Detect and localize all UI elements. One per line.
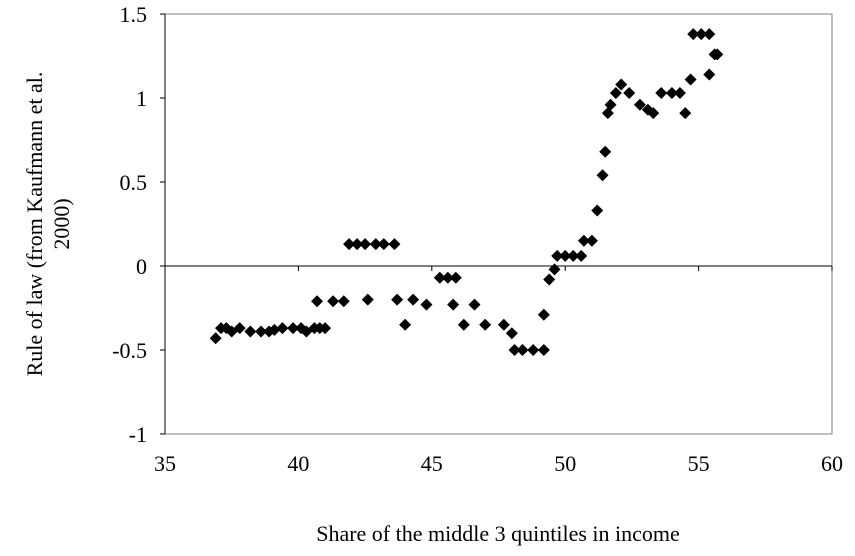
data-point [551,249,564,262]
data-point [407,293,420,306]
data-point [388,238,401,251]
y-tick-label: -1 [129,422,147,447]
x-axis-title: Share of the middle 3 quintiles in incom… [316,521,680,546]
data-point [319,322,332,335]
data-point [479,318,492,331]
data-point [679,107,692,120]
x-tick-label: 55 [688,451,710,476]
y-tick-labels: 1.5 1 0.5 0 -0.5 -1 [112,2,147,447]
data-point [433,271,446,284]
data-point [684,73,697,86]
data-point [287,322,300,335]
y-tick-label: -0.5 [112,338,147,363]
data-point [703,28,716,41]
data-point [655,86,668,99]
data-point [255,325,268,338]
data-point [508,344,521,356]
y-axis-title: Rule of law (from Kaufmann et al. 2000) [22,72,74,377]
data-point [596,169,609,182]
data-point [703,68,716,81]
data-point [665,86,678,99]
data-point [623,86,636,99]
data-point [369,238,382,251]
data-point [449,271,462,284]
data-points [209,28,724,356]
data-point [516,344,529,356]
data-point [673,86,686,99]
data-point [268,323,281,336]
data-point [527,344,540,356]
data-point [695,28,708,41]
data-point [361,293,374,306]
data-point [615,78,628,91]
x-tick-label: 45 [421,451,443,476]
data-point [468,298,481,311]
data-point [543,273,556,286]
data-point [457,318,470,331]
y-axis-title-line-1: Rule of law (from Kaufmann et al. [22,72,47,377]
data-point [711,48,724,61]
data-point [441,271,454,284]
data-point [537,344,550,356]
x-tick-label: 40 [287,451,309,476]
y-tick-label: 0 [136,254,147,279]
data-point [599,145,612,158]
y-tick-label: 0.5 [120,170,148,195]
y-ticks [160,13,165,435]
y-tick-label: 1.5 [120,2,148,27]
data-point [233,322,246,335]
data-point [359,238,372,251]
data-point [420,298,433,311]
data-point [548,263,561,276]
x-tick-label: 35 [154,451,176,476]
data-point [687,28,700,41]
x-tick-labels: 35 40 45 50 55 60 [154,451,843,476]
data-point [244,325,257,338]
data-point [505,327,518,340]
x-tick-label: 60 [821,451,843,476]
data-point [311,295,324,308]
data-point [591,204,604,217]
x-ticks [164,266,833,271]
data-point [377,238,390,251]
data-point [209,332,222,345]
data-point [497,318,510,331]
data-point [559,249,572,262]
plot-area-frame [164,13,833,435]
data-point [567,249,580,262]
data-point [391,293,404,306]
data-point [327,295,340,308]
data-point [276,322,289,335]
data-point [399,318,412,331]
data-point [604,98,617,111]
data-point [585,234,598,247]
y-tick-label: 1 [136,86,147,111]
x-tick-label: 50 [554,451,576,476]
data-point [647,107,660,120]
data-point [343,238,356,251]
data-point [537,308,550,321]
y-axis-title-line-2: 2000) [49,198,74,249]
data-point [351,238,364,251]
data-point [633,98,646,111]
data-point [577,234,590,247]
data-point [575,249,588,262]
data-point [609,86,622,99]
data-point [337,295,350,308]
data-point [447,298,460,311]
